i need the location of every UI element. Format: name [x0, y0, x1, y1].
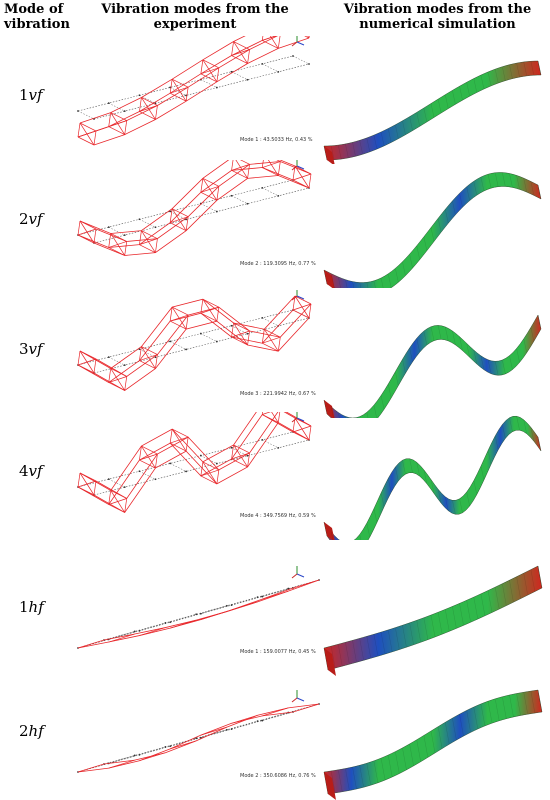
mode-label: 1hf	[19, 598, 69, 616]
mode-type: vf	[29, 340, 43, 358]
mode-type: vf	[29, 210, 43, 228]
mode-row: 1hf Mode 1 : 159.0077 Hz, 0.45 %	[0, 548, 550, 676]
mode-label: 2hf	[19, 722, 69, 740]
experimental-mode-shape: Mode 1 : 159.0077 Hz, 0.45 %	[68, 548, 323, 676]
bar-end-face	[324, 522, 335, 540]
column-header-experiment: Vibration modes from the experiment	[70, 2, 320, 32]
axis-triad-icon	[292, 36, 304, 46]
mode-row: 2hf Mode 2 : 350.6086 Hz, 0.76 %	[0, 672, 550, 800]
axis-triad-icon	[292, 290, 304, 300]
mode-caption: Mode 3 : 221.9942 Hz, 0.67 %	[240, 391, 316, 397]
mode-row: 1vf Mode 1 : 43.5033 Hz, 0.43 %	[0, 36, 550, 164]
column-header-simulation: Vibration modes from the numerical simul…	[325, 2, 550, 32]
axis-triad-icon	[292, 566, 304, 578]
fe-deformed-bar	[324, 416, 541, 540]
mode-row: 4vf Mode 4 : 349.7569 Hz, 0.59 %	[0, 412, 550, 540]
simulated-mode-shape	[316, 672, 550, 800]
deformed-mesh	[78, 36, 311, 145]
mode-number: 1	[19, 86, 29, 104]
mode-row: 3vf Mode 3 : 221.9942 Hz, 0.67 %	[0, 290, 550, 418]
simulated-mode-shape	[316, 290, 550, 418]
mode-type: hf	[29, 722, 44, 740]
fe-deformed-bar	[324, 315, 541, 418]
mode-row: 2vf Mode 2 : 119.3095 Hz, 0.77 %	[0, 160, 550, 288]
mode-number: 4	[19, 462, 29, 480]
mode-type: vf	[29, 462, 43, 480]
experimental-mode-shape: Mode 2 : 119.3095 Hz, 0.77 %	[68, 160, 323, 288]
simulated-mode-shape	[316, 548, 550, 676]
deformed-mesh	[78, 412, 311, 512]
mode-label: 3vf	[19, 340, 69, 358]
column-header-mode: Mode of vibration	[4, 2, 66, 32]
mode-label: 4vf	[19, 462, 69, 480]
fe-deformed-bar	[324, 566, 542, 670]
mode-number: 2	[19, 210, 29, 228]
fe-deformed-bar	[324, 172, 541, 288]
experimental-mode-shape: Mode 4 : 349.7569 Hz, 0.59 %	[68, 412, 323, 540]
simulated-mode-shape	[316, 36, 550, 164]
axis-triad-icon	[292, 690, 304, 702]
simulated-mode-shape	[316, 412, 550, 540]
reference-grid	[77, 431, 310, 496]
experimental-mode-shape: Mode 3 : 221.9942 Hz, 0.67 %	[68, 290, 323, 418]
mode-label: 2vf	[19, 210, 69, 228]
experimental-mode-shape: Mode 2 : 350.6086 Hz, 0.76 %	[68, 672, 323, 800]
deformed-mesh	[78, 296, 311, 390]
experimental-mode-shape: Mode 1 : 43.5033 Hz, 0.43 %	[68, 36, 323, 164]
mode-number: 1	[19, 598, 29, 616]
mode-type: hf	[29, 598, 44, 616]
reference-grid	[77, 55, 310, 120]
mode-caption: Mode 1 : 159.0077 Hz, 0.45 %	[240, 649, 316, 655]
mode-caption: Mode 2 : 350.6086 Hz, 0.76 %	[240, 773, 316, 779]
mode-number: 2	[19, 722, 29, 740]
mode-caption: Mode 2 : 119.3095 Hz, 0.77 %	[240, 261, 316, 267]
mode-type: vf	[29, 86, 43, 104]
reference-grid	[77, 309, 310, 374]
mode-number: 3	[19, 340, 29, 358]
simulated-mode-shape	[316, 160, 550, 288]
deformed-mesh	[78, 160, 311, 255]
mode-caption: Mode 4 : 349.7569 Hz, 0.59 %	[240, 513, 316, 519]
mode-caption: Mode 1 : 43.5033 Hz, 0.43 %	[240, 137, 313, 143]
mode-label: 1vf	[19, 86, 69, 104]
